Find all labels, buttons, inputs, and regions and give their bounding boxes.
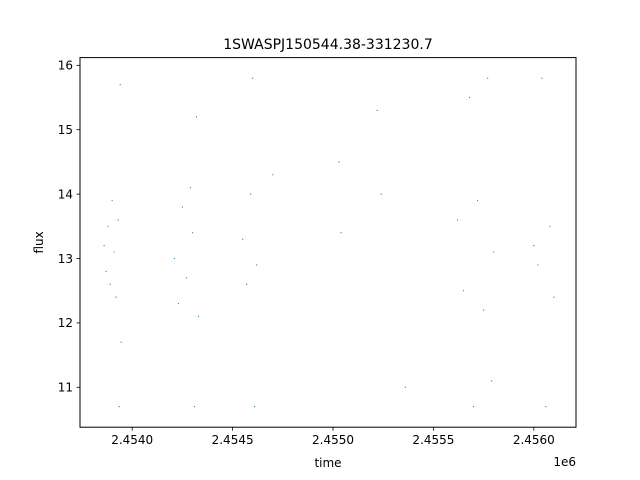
data-point — [191, 232, 194, 234]
y-axis-label: flux — [32, 231, 46, 253]
x-tick-label: 2.4555 — [412, 433, 454, 447]
data-point — [254, 406, 256, 408]
data-point — [105, 270, 107, 272]
data-point — [456, 219, 459, 221]
x-tick-label: 2.4540 — [111, 433, 153, 447]
data-point — [119, 84, 121, 86]
y-tick-label: 15 — [58, 123, 73, 137]
data-point — [537, 264, 539, 266]
scatter-points — [103, 77, 555, 408]
y-axis: 11 12 13 14 15 16 — [58, 59, 80, 395]
data-point — [468, 96, 471, 99]
x-axis: 2.4540 2.4545 2.4550 2.4555 2.4560 — [111, 427, 555, 447]
data-point — [487, 77, 489, 79]
data-point — [472, 406, 475, 408]
data-point — [252, 77, 254, 79]
data-point — [533, 245, 535, 247]
data-point — [404, 386, 406, 388]
x-axis-label: time — [314, 456, 341, 470]
data-point — [272, 174, 274, 176]
data-point — [549, 225, 551, 227]
x-axis-offset-label: 1e6 — [553, 455, 576, 469]
data-point — [545, 406, 547, 408]
y-tick-label: 14 — [58, 187, 73, 201]
data-point — [117, 219, 119, 221]
data-point — [256, 264, 258, 266]
data-point — [173, 257, 175, 260]
data-point — [118, 406, 120, 408]
y-tick-label: 12 — [58, 316, 73, 330]
data-point — [189, 187, 192, 189]
data-point — [477, 199, 479, 202]
data-point — [462, 290, 465, 292]
data-point — [541, 77, 543, 79]
data-point — [103, 245, 105, 247]
data-point — [195, 116, 198, 118]
x-tick-label: 2.4550 — [312, 433, 354, 447]
data-point — [242, 238, 244, 240]
data-point — [483, 309, 485, 311]
y-tick-label: 11 — [58, 381, 73, 395]
data-point — [120, 341, 122, 343]
x-tick-label: 2.4545 — [212, 433, 254, 447]
data-point — [380, 193, 382, 195]
data-point — [107, 225, 109, 227]
data-point — [338, 161, 340, 163]
y-tick-label: 16 — [58, 59, 73, 73]
data-point — [113, 251, 115, 253]
x-tick-label: 2.4560 — [513, 433, 555, 447]
data-point — [197, 315, 200, 318]
data-point — [250, 193, 252, 195]
plot-frame — [79, 57, 577, 428]
data-point — [246, 283, 248, 285]
data-point — [177, 302, 179, 305]
data-point — [493, 251, 495, 253]
data-point — [193, 406, 196, 408]
data-point — [115, 296, 117, 298]
data-point — [109, 283, 111, 285]
chart-title: 1SWASPJ150544.38-331230.7 — [223, 37, 432, 53]
y-tick-label: 13 — [58, 252, 73, 266]
data-point — [340, 232, 342, 234]
data-point — [553, 296, 555, 298]
data-point — [111, 199, 113, 202]
data-point — [491, 380, 493, 382]
data-point — [376, 109, 378, 111]
data-point — [181, 206, 184, 208]
data-point — [185, 277, 188, 279]
